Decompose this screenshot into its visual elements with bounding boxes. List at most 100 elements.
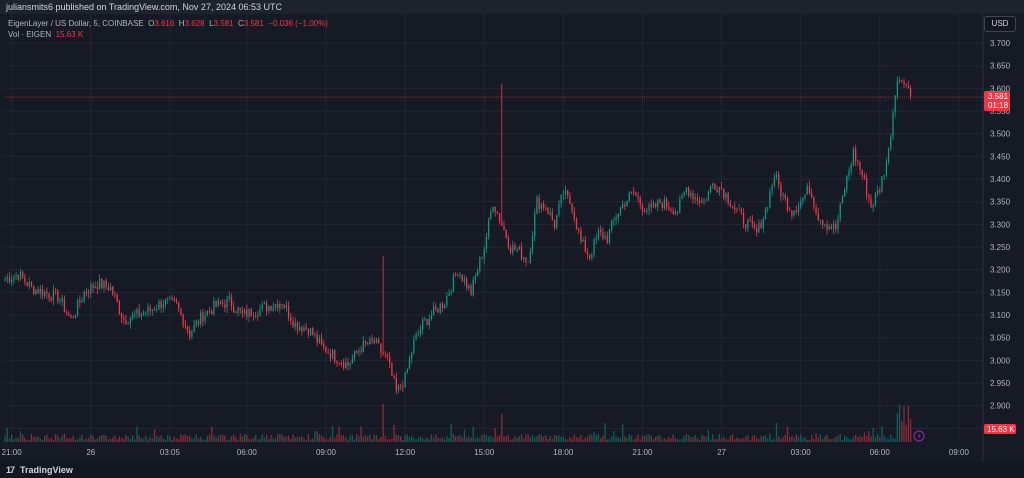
candle-body — [386, 354, 389, 357]
candle-body — [887, 148, 890, 162]
time-tick: 26 — [86, 448, 95, 457]
candle-body — [448, 293, 450, 296]
candle-body — [389, 356, 391, 364]
last-price-label: 3.581 — [988, 92, 1009, 101]
volume-bar — [828, 438, 830, 442]
candle-body — [723, 188, 725, 198]
volume-bar — [505, 435, 507, 442]
candle-body — [654, 203, 657, 207]
volume-bar — [437, 437, 439, 442]
candle-body — [59, 301, 61, 303]
candle-body — [892, 112, 894, 137]
volume-bar — [145, 435, 147, 442]
volume-bar — [872, 427, 874, 442]
candle-body — [437, 308, 439, 313]
candle-body — [727, 193, 729, 204]
candle-body — [195, 321, 197, 325]
candle-body — [28, 282, 30, 287]
candle-body — [424, 319, 426, 320]
volume-bar — [50, 438, 52, 442]
volume-bar — [120, 437, 123, 442]
volume-bar — [538, 434, 540, 442]
volume-bar — [573, 434, 575, 442]
volume-bar — [804, 436, 806, 442]
lightning-icon[interactable] — [913, 430, 925, 442]
candle-body — [718, 187, 721, 193]
volume-label[interactable]: Vol · EIGEN — [8, 30, 52, 39]
volume-bar — [197, 438, 200, 442]
candle-body — [569, 195, 571, 204]
volume-bar — [287, 435, 290, 442]
candle-body — [296, 322, 299, 331]
volume-bar — [63, 433, 66, 442]
volume-bar — [411, 435, 413, 442]
volume-bar — [775, 422, 778, 442]
candle-body — [498, 213, 501, 222]
volume-bar — [800, 434, 802, 442]
volume-bar — [789, 437, 791, 442]
candle-body — [422, 319, 424, 330]
candle-body — [841, 196, 844, 204]
volume-bar — [222, 434, 224, 442]
candle-body — [230, 296, 233, 307]
time-tick: 03:00 — [791, 448, 812, 457]
volume-bar — [600, 438, 602, 442]
volume-bar — [367, 436, 369, 442]
currency-button[interactable]: USD — [984, 16, 1016, 32]
volume-bar — [545, 435, 547, 442]
candle-body — [441, 303, 444, 308]
candle-body — [250, 308, 252, 317]
volume-bar — [551, 438, 553, 442]
symbol-title[interactable]: EigenLayer / US Dollar, 5, COINBASE — [8, 19, 144, 28]
volume-bar — [263, 437, 266, 442]
low-label: L — [209, 19, 214, 28]
volume-bar — [105, 435, 107, 442]
candle-body — [274, 303, 277, 308]
volume-bar — [323, 437, 325, 442]
volume-bar — [635, 438, 637, 442]
candle-body — [786, 197, 789, 211]
candle-body — [65, 312, 68, 314]
candle-body — [518, 246, 521, 250]
candle-body — [98, 278, 101, 289]
volume-bar — [562, 437, 564, 442]
volume-bar — [342, 435, 345, 442]
candle-body — [103, 280, 105, 289]
volume-bar — [281, 434, 283, 442]
candle-body — [8, 277, 11, 283]
candle-body — [408, 358, 411, 369]
candle-body — [189, 330, 191, 337]
candle-body — [575, 219, 578, 230]
time-tick: 09:00 — [316, 448, 337, 457]
volume-bar — [670, 438, 672, 442]
candle-body — [883, 175, 885, 177]
volume-bar — [433, 437, 435, 442]
candle-body — [670, 209, 672, 211]
volume-bar — [169, 436, 171, 442]
tradingview-logo[interactable]: 17 TradingView — [6, 465, 73, 475]
candle-body — [226, 298, 228, 308]
candle-body — [540, 203, 543, 209]
volume-bar — [879, 437, 881, 442]
price-axis: 3.700 3.650 3.600 3.550 3.500 3.450 3.400 3.350… — [982, 14, 1011, 462]
volume-bar — [619, 438, 622, 442]
volume-bar — [371, 439, 373, 442]
volume-bar — [70, 438, 72, 442]
volume-bar — [356, 434, 358, 442]
candle-body — [681, 195, 683, 200]
volume-bar — [756, 438, 758, 442]
candle-body — [707, 191, 710, 201]
candle-body — [340, 362, 343, 364]
volume-bar — [729, 435, 732, 442]
candle-body — [753, 224, 756, 229]
volume-bar — [233, 434, 235, 442]
candle-body — [402, 386, 404, 388]
volume-bar — [701, 434, 703, 442]
volume-bar — [257, 439, 259, 442]
candle-body — [797, 207, 800, 212]
volume-bar — [19, 431, 22, 442]
candle-body — [13, 276, 15, 280]
candle-body — [347, 362, 349, 366]
volume-bar — [140, 437, 143, 442]
